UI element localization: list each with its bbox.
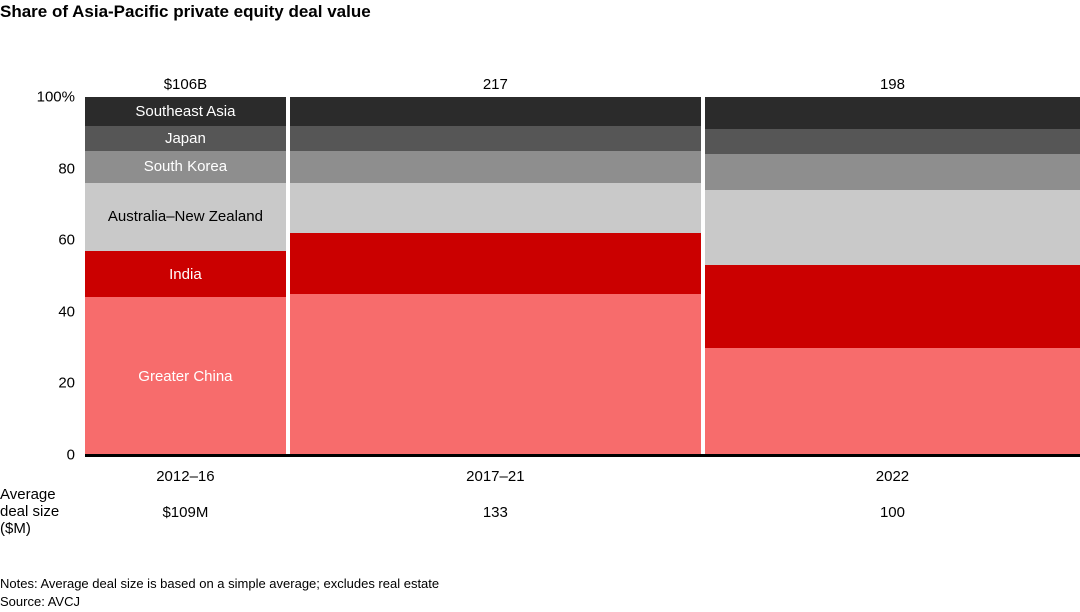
segment-india-2017-21 [289,233,701,294]
chart-notes: Notes: Average deal size is based on a s… [0,576,440,591]
segment-india-2012-16: India [85,250,286,298]
segment-japan-2017-21 [289,125,701,151]
series-label-south-korea: South Korea [143,158,228,176]
segment-south-korea-2022 [704,154,1080,191]
segment-australia-new-zealand-2022 [704,190,1080,266]
segment-greater-china-2012-16: Greater China [85,297,286,455]
x-axis-line [85,454,1080,457]
series-label-greater-china: Greater China [138,367,233,385]
bar-total-2012-16: $106B [163,76,208,93]
series-label-india: India [169,265,202,283]
avg-deal-size-values: $109M 133 100 [85,504,1080,521]
segment-south-korea-2012-16: South Korea [85,150,286,183]
avg-deal-size-2022: 100 [879,504,905,521]
series-label-japan: Japan [164,129,206,147]
bar-total-2017-21: 217 [482,76,508,93]
segment-japan-2012-16: Japan [85,125,286,151]
segment-australia-new-zealand-2012-16: Australia–New Zealand [85,182,286,251]
chart-source: Source: AVCJ [0,594,80,609]
category-label-2012-16: 2012–16 [156,468,215,485]
segment-australia-new-zealand-2017-21 [289,182,701,234]
y-tick-80: 80 [58,160,75,178]
segment-southeast-asia-2022 [704,97,1080,130]
y-tick-40: 40 [58,303,75,321]
category-label-2017-21: 2017–21 [466,468,525,485]
x-axis-labels: 2012–16 2017–21 2022 [85,468,1080,485]
bar-totals-row: $106B 217 198 [85,76,1080,93]
bar-total-2022: 198 [879,76,905,93]
segment-south-korea-2017-21 [289,150,701,183]
segment-greater-china-2017-21 [289,293,701,455]
category-label-2022: 2022 [875,468,910,485]
segment-india-2022 [704,265,1080,348]
avg-label-line-3: ($M) [0,520,31,537]
bar-2022 [704,97,1080,455]
segment-japan-2022 [704,129,1080,155]
avg-deal-size-label: Average deal size ($M) [0,486,59,537]
segment-southeast-asia-2012-16: Southeast Asia [85,97,286,126]
avg-deal-size-2012-16: $109M [162,504,209,521]
bar-2012-16: Greater China India Australia–New Zealand S… [85,97,286,455]
y-tick-60: 60 [58,231,75,249]
bar-2017-21 [289,97,701,455]
avg-label-line-2: deal size [0,503,60,520]
plot-area: Greater China India Australia–New Zealand S… [85,97,1080,455]
y-tick-20: 20 [58,374,75,392]
y-tick-0: 0 [66,446,75,464]
series-label-southeast-asia: Southeast Asia [135,102,236,120]
y-axis: 100% 80 60 40 20 0 [0,89,75,464]
y-tick-100: 100% [36,88,75,106]
series-label-australia-new-zealand: Australia–New Zealand [107,208,263,226]
avg-label-line-1: Average [0,486,56,503]
segment-greater-china-2022 [704,347,1080,455]
chart-title: Share of Asia-Pacific private equity dea… [0,2,371,21]
segment-southeast-asia-2017-21 [289,97,701,126]
avg-deal-size-2017-21: 133 [482,504,508,521]
